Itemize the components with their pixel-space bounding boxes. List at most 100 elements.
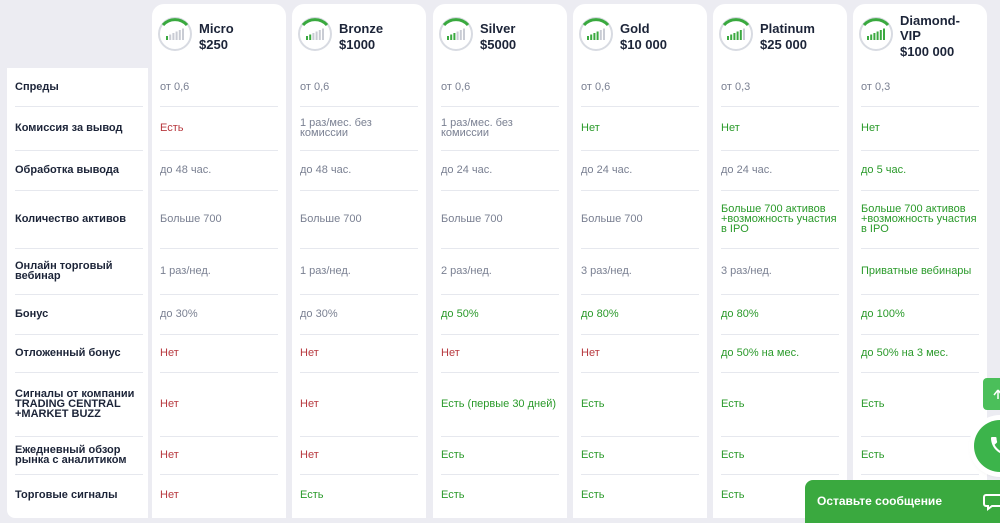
table-cell: 1 раз/мес. без комиссии <box>441 117 513 139</box>
table-cell: до 5 час. <box>861 164 907 176</box>
signal-gauge-icon <box>439 17 473 51</box>
row-divider <box>861 474 979 475</box>
row-divider <box>300 190 418 191</box>
row-divider <box>861 106 979 107</box>
row-divider <box>861 294 979 295</box>
row-divider <box>160 248 278 249</box>
plan-name: Diamond- VIP <box>900 13 960 43</box>
table-cell: Нет <box>160 449 179 461</box>
table-cell: Больше 700 <box>581 213 643 225</box>
table-cell: до 80% <box>721 308 759 320</box>
row-divider <box>160 372 278 373</box>
table-cell: Нет <box>160 347 179 359</box>
table-cell: 1 раз/мес. без комиссии <box>300 117 372 139</box>
row-divider <box>15 294 143 295</box>
table-cell: от 0,6 <box>300 81 330 93</box>
row-divider <box>160 106 278 107</box>
row-divider <box>441 436 559 437</box>
feature-label: Сигналы от компании TRADING CENTRAL +MAR… <box>15 388 135 420</box>
feature-label: Ежедневный обзор рынка с аналитиком <box>15 444 127 466</box>
signal-gauge-icon <box>859 17 893 51</box>
table-cell: до 30% <box>300 308 338 320</box>
row-divider <box>581 106 699 107</box>
table-cell: Есть <box>721 489 745 501</box>
plan-name: Bronze <box>339 21 384 36</box>
arrow-up-icon <box>993 389 1000 399</box>
table-cell: до 80% <box>581 308 619 320</box>
table-cell: Больше 700 <box>441 213 503 225</box>
row-divider <box>861 248 979 249</box>
table-cell: до 100% <box>861 308 905 320</box>
table-cell: Нет <box>861 122 880 134</box>
plan-column-0 <box>152 68 286 518</box>
plan-price: $1000 <box>339 37 376 52</box>
plan-price: $100 000 <box>900 44 955 59</box>
feature-label: Спреды <box>15 81 59 93</box>
row-divider <box>861 436 979 437</box>
table-cell: Больше 700 активов +возможность участия … <box>861 203 977 235</box>
plan-header-4: Platinum $25 000 <box>713 4 847 68</box>
table-cell: Приватные вебинары <box>861 265 972 277</box>
row-divider <box>581 248 699 249</box>
row-divider <box>300 294 418 295</box>
row-divider <box>441 150 559 151</box>
row-divider <box>160 436 278 437</box>
table-cell: Есть <box>441 489 465 501</box>
feature-label: Отложенный бонус <box>15 347 121 359</box>
row-divider <box>581 334 699 335</box>
row-divider <box>721 436 839 437</box>
table-cell: Есть <box>581 489 605 501</box>
table-cell: от 0,3 <box>861 81 891 93</box>
plan-name: Gold <box>620 21 650 36</box>
signal-gauge-icon <box>298 17 332 51</box>
row-divider <box>721 248 839 249</box>
table-cell: Нет <box>300 449 319 461</box>
feature-label-column <box>7 68 148 518</box>
row-divider <box>721 334 839 335</box>
table-cell: 3 раз/нед. <box>581 265 632 277</box>
row-divider <box>721 474 839 475</box>
row-divider <box>441 474 559 475</box>
row-divider <box>160 150 278 151</box>
signal-gauge-icon <box>719 17 753 51</box>
plan-header-0: Micro $250 <box>152 4 286 68</box>
row-divider <box>721 106 839 107</box>
table-cell: Есть (первые 30 дней) <box>441 398 557 410</box>
feature-label: Количество активов <box>15 213 127 225</box>
row-divider <box>160 294 278 295</box>
plan-header-2: Silver $5000 <box>433 4 567 68</box>
row-divider <box>861 334 979 335</box>
table-cell: от 0,6 <box>160 81 190 93</box>
plan-header-1: Bronze $1000 <box>292 4 426 68</box>
row-divider <box>15 150 143 151</box>
row-divider <box>300 106 418 107</box>
plan-price: $5000 <box>480 37 517 52</box>
table-cell: Больше 700 <box>160 213 222 225</box>
row-divider <box>581 436 699 437</box>
row-divider <box>300 436 418 437</box>
signal-gauge-icon <box>579 17 613 51</box>
row-divider <box>300 474 418 475</box>
plan-column-2 <box>433 68 567 518</box>
row-divider <box>15 436 143 437</box>
table-cell: до 48 час. <box>300 164 352 176</box>
feature-label: Комиссия за вывод <box>15 122 123 134</box>
scroll-to-top-button[interactable] <box>983 378 1000 410</box>
chat-widget-bar[interactable]: Оставьте сообщение <box>805 480 1000 523</box>
table-cell: 1 раз/нед. <box>160 265 211 277</box>
table-cell: Нет <box>160 398 179 410</box>
table-cell: Нет <box>441 347 460 359</box>
row-divider <box>441 294 559 295</box>
table-cell: Есть <box>581 398 605 410</box>
row-divider <box>160 334 278 335</box>
chat-bubble-icon <box>983 494 1000 511</box>
row-divider <box>581 372 699 373</box>
table-cell: Нет <box>581 347 600 359</box>
table-cell: Есть <box>441 449 465 461</box>
row-divider <box>441 334 559 335</box>
plan-price: $25 000 <box>760 37 807 52</box>
row-divider <box>160 190 278 191</box>
row-divider <box>721 294 839 295</box>
table-cell: 1 раз/нед. <box>300 265 351 277</box>
plan-header-5: Diamond- VIP $100 000 <box>853 4 987 68</box>
